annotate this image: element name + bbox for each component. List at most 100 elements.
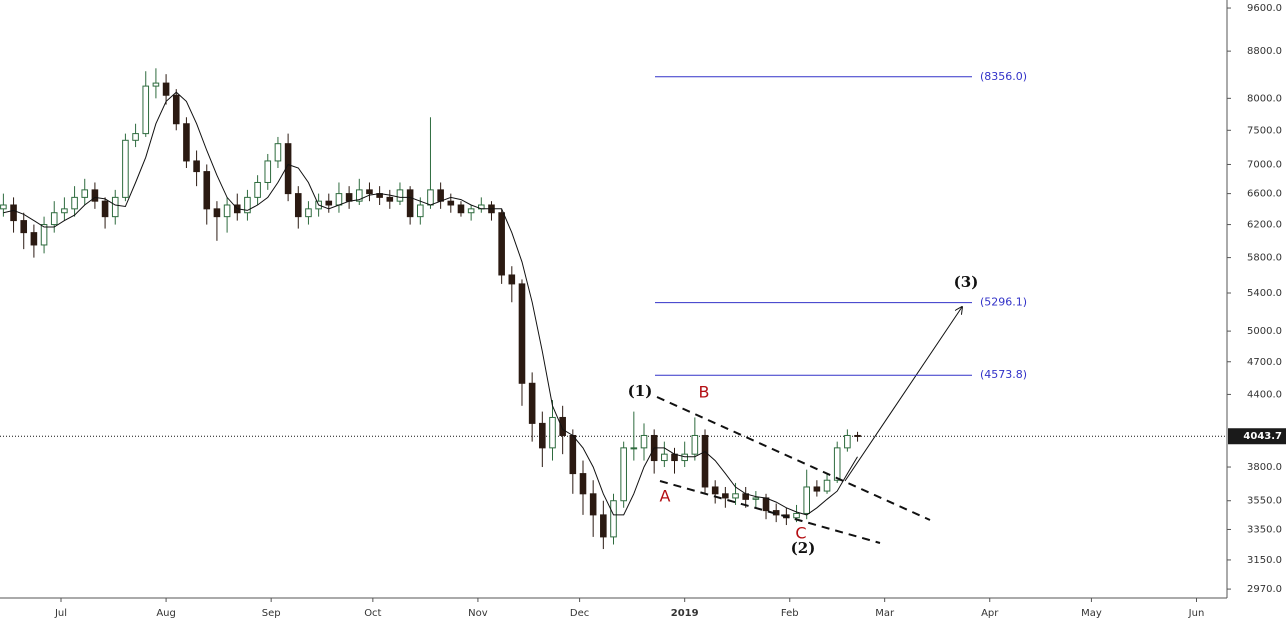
candle-body (711, 486, 719, 495)
y-tick-label: 4400.0 (1247, 389, 1282, 400)
candle-body (254, 181, 261, 198)
wave-label: (1) (628, 382, 653, 400)
y-tick-label: 5800.0 (1247, 253, 1282, 264)
wave-label: (3) (954, 273, 979, 291)
x-tick-label: Sep (262, 608, 281, 619)
target-level-label: (5296.1) (980, 296, 1027, 309)
y-tick-label: 7500.0 (1247, 125, 1282, 136)
candle-body (294, 193, 302, 218)
x-tick-label: Apr (981, 608, 999, 619)
wave-label: A (660, 487, 671, 506)
trend-line (656, 396, 931, 521)
candle-body (111, 196, 119, 218)
candle-body (162, 82, 170, 96)
candle-body (193, 160, 200, 173)
y-tick-label: 8800.0 (1247, 46, 1282, 57)
candle-body (366, 189, 373, 195)
candle-body (803, 486, 810, 514)
candle-body (833, 447, 841, 481)
moving-average (3, 91, 858, 516)
candle-body (579, 473, 587, 495)
candle-body (600, 514, 607, 538)
candle-body (793, 512, 800, 519)
wave-label: C (795, 524, 806, 543)
candle-body (589, 493, 597, 516)
y-tick-label: 3150.0 (1247, 555, 1282, 566)
candle-body (152, 82, 160, 87)
y-tick-label: 7000.0 (1247, 159, 1282, 170)
candle-body (539, 422, 546, 449)
x-tick-label: 2019 (671, 608, 699, 619)
candle-body (518, 283, 526, 384)
candle-body (854, 434, 861, 437)
candle-body (386, 196, 394, 202)
y-tick-label: 3800.0 (1247, 462, 1282, 473)
candle-body (172, 94, 180, 125)
candle-body (732, 493, 739, 499)
x-tick-label: Aug (156, 608, 176, 619)
candle-body (40, 224, 48, 246)
y-tick-label: 3550.0 (1247, 496, 1282, 507)
candle-body (427, 189, 434, 206)
candle-body (630, 447, 638, 450)
last-price-label: 4043.7 (1243, 431, 1282, 442)
candle-body (264, 160, 272, 183)
candle-body (142, 85, 150, 135)
candle-body (691, 434, 699, 455)
candle-body (823, 479, 831, 492)
candle-body (701, 434, 709, 488)
candle-body (305, 208, 312, 218)
candle-body (549, 416, 556, 449)
candle-body (355, 189, 363, 202)
candle-body (508, 274, 516, 285)
y-tick-label: 9600.0 (1247, 3, 1282, 14)
candle-body (223, 204, 231, 218)
candle-body (437, 189, 444, 202)
target-level-label: (8356.0) (980, 70, 1027, 83)
target-level-label: (4573.8) (980, 368, 1027, 381)
candle-body (681, 453, 688, 462)
x-tick-label: Jun (1188, 608, 1205, 619)
y-tick-label: 2970.0 (1247, 584, 1282, 595)
y-tick-label: 6200.0 (1247, 220, 1282, 231)
candle-body (406, 189, 414, 218)
candle-body (569, 434, 577, 475)
candle-body (50, 212, 58, 226)
wave-label: B (699, 383, 710, 402)
candle-body (762, 497, 770, 512)
y-tick-label: 3350.0 (1247, 524, 1282, 535)
last-price-box (1228, 428, 1286, 445)
candle-body (640, 434, 648, 449)
candle-body (274, 143, 282, 162)
x-tick-label: Oct (364, 608, 381, 619)
candle-body (722, 493, 729, 499)
y-tick-label: 5000.0 (1247, 326, 1282, 337)
candle-body (844, 434, 851, 449)
candle-body (10, 204, 17, 222)
candle-body (30, 232, 38, 246)
candle-body (345, 193, 353, 202)
candle-body (610, 500, 617, 538)
candle-body (457, 204, 465, 214)
candle-body (0, 204, 7, 210)
candle-body (101, 200, 109, 218)
candle-body (244, 196, 251, 214)
candle-body (528, 382, 536, 424)
candle-body (183, 123, 190, 162)
candle-body (559, 416, 566, 436)
candle-body (752, 497, 760, 500)
candle-body (447, 200, 455, 206)
x-tick-label: Dec (570, 608, 589, 619)
candle-body (122, 139, 129, 198)
y-tick-label: 5400.0 (1247, 288, 1282, 299)
candle-body (813, 486, 821, 492)
x-tick-label: Nov (468, 608, 488, 619)
wave-label: (2) (791, 539, 816, 557)
candle-body (620, 447, 627, 502)
candle-body (213, 208, 221, 218)
candle-body (71, 196, 78, 210)
candle-body (203, 171, 211, 210)
plot (0, 68, 1227, 550)
